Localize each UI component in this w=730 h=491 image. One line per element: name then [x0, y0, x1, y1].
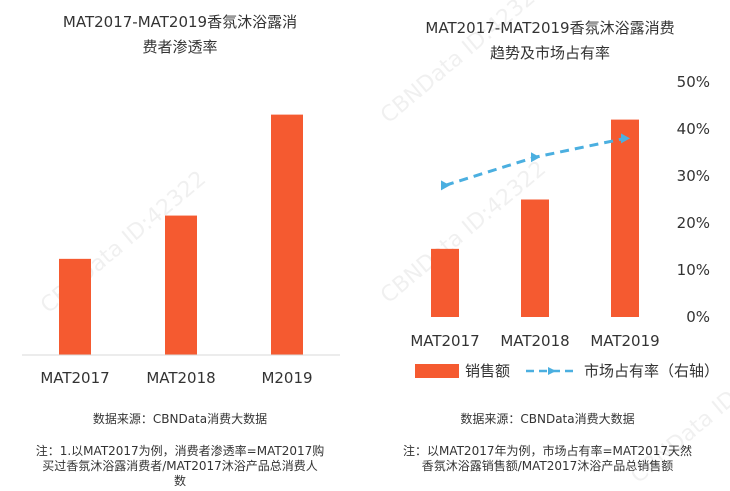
bar — [165, 215, 197, 355]
data-source: 数据来源：CBNData消费大数据 — [92, 412, 268, 426]
bar — [521, 199, 549, 317]
right-chart-plot: 0% 10% 20% 30% 40% 50% MAT2017 MAT2018 MAT2019 — [410, 73, 710, 350]
chart-legend: 销售额 市场占有率（右轴） — [415, 360, 719, 381]
x-tick-label: M2019 — [261, 369, 312, 387]
bar — [431, 248, 459, 317]
note-line: 注：1.以MAT2017为例，消费者渗透率=MAT2017购 — [35, 444, 325, 458]
chart-note: 注：以MAT2017年为例，市场占有率=MAT2017天然 香氛沐浴露销售额/M… — [365, 444, 730, 474]
right-chart-panel: MAT2017-MAT2019香氛沐浴露消费 趋势及市场占有率 0% 10% 20%… — [365, 0, 730, 491]
bar — [59, 258, 91, 355]
y-tick-label: 50% — [677, 73, 710, 91]
note-line: 香氛沐浴露销售额/MAT2017沐浴产品总销售额 — [421, 459, 674, 473]
legend-line-label: 市场占有率（右轴） — [584, 362, 720, 380]
x-tick-label: MAT2018 — [146, 369, 215, 387]
line-point — [441, 180, 450, 191]
chart-note: 注：1.以MAT2017为例，消费者渗透率=MAT2017购 买过香氛沐浴露消费… — [0, 444, 360, 489]
title-line: MAT2017-MAT2019香氛沐浴露消 — [62, 13, 298, 31]
y-tick-label: 0% — [686, 308, 710, 326]
y-tick-label: 40% — [677, 120, 710, 138]
x-tick-label: MAT2017 — [410, 332, 479, 350]
title-line: 费者渗透率 — [142, 38, 218, 56]
legend-bar-swatch — [415, 363, 459, 378]
chart-title: MAT2017-MAT2019香氛沐浴露消费 趋势及市场占有率 — [385, 16, 715, 66]
legend-bar-label: 销售额 — [465, 362, 511, 380]
data-source: 数据来源：CBNData消费大数据 — [460, 412, 635, 426]
line-point — [531, 152, 540, 163]
title-line: 趋势及市场占有率 — [489, 44, 610, 62]
legend-line-swatch — [524, 364, 580, 378]
x-tick-label: MAT2017 — [40, 369, 109, 387]
left-chart-plot: MAT2017 MAT2018 M2019 — [22, 114, 340, 387]
chart-title: MAT2017-MAT2019香氛沐浴露消 费者渗透率 — [20, 10, 340, 60]
bar — [611, 119, 639, 317]
y-tick-label: 10% — [677, 261, 710, 279]
x-tick-label: MAT2018 — [500, 332, 569, 350]
note-line: 买过香氛沐浴露消费者/MAT2017沐浴产品总消费人 — [42, 459, 318, 473]
y-tick-label: 30% — [677, 167, 710, 185]
note-line: 注：以MAT2017年为例，市场占有率=MAT2017天然 — [402, 444, 693, 458]
bar — [271, 114, 303, 355]
title-line: MAT2017-MAT2019香氛沐浴露消费 — [425, 19, 675, 37]
note-line: 数 — [173, 474, 186, 488]
line-series — [444, 136, 626, 187]
y-tick-label: 20% — [677, 214, 710, 232]
line-point — [621, 133, 630, 144]
left-chart-panel: MAT2017-MAT2019香氛沐浴露消 费者渗透率 MAT2017 MAT20… — [0, 0, 360, 491]
x-tick-label: MAT2019 — [590, 332, 659, 350]
